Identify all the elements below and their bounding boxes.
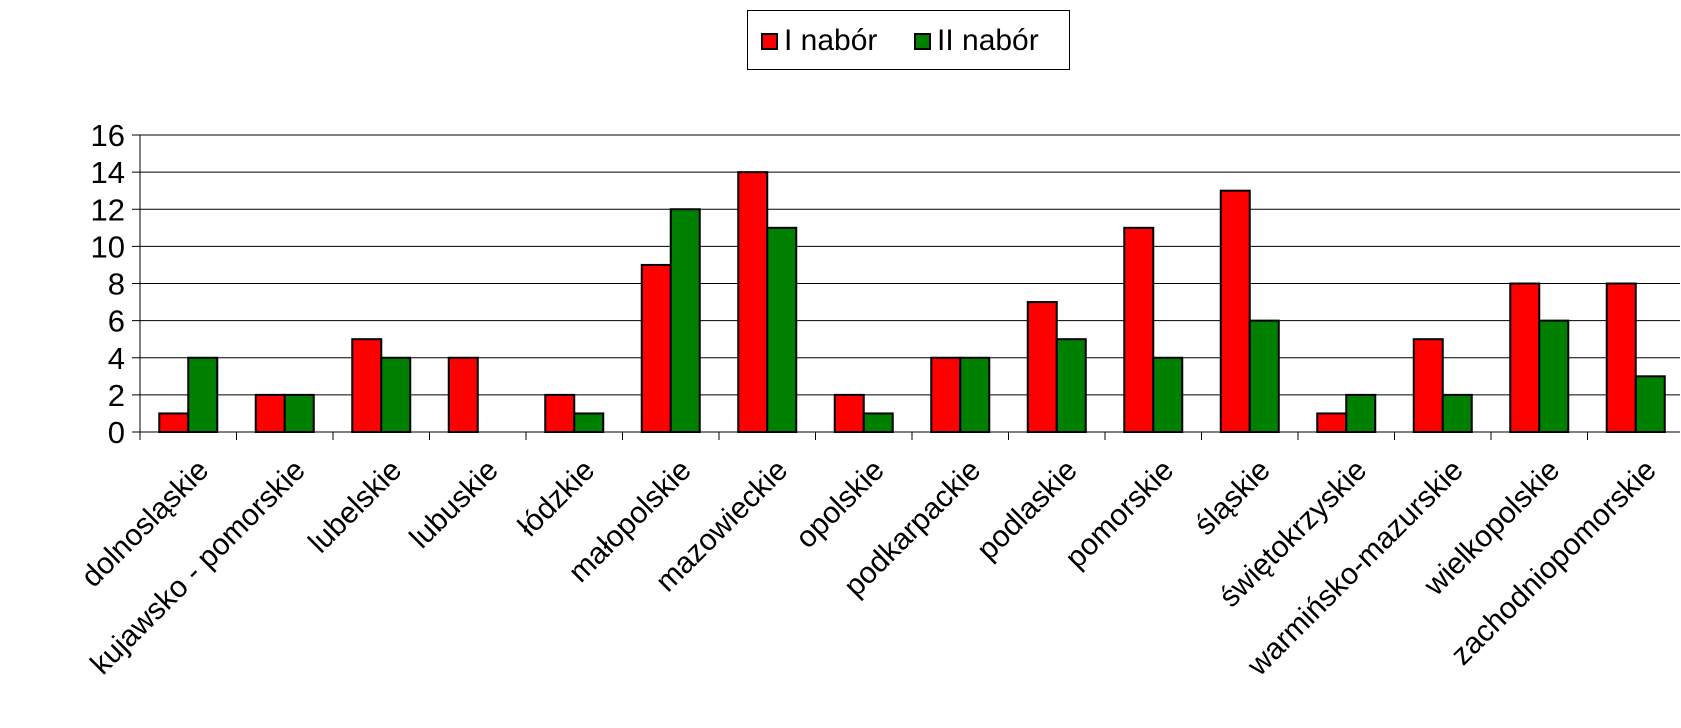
bar-series-1 (930, 356, 962, 433)
x-tick-label: śląskie (1189, 454, 1277, 542)
x-tick-label: opolskie (790, 454, 891, 555)
bar-series-1 (640, 263, 672, 433)
y-tick-label: 4 (108, 341, 125, 376)
bar-series-1 (447, 356, 479, 433)
x-tick-label: łódzkie (512, 454, 601, 543)
x-tick-label: lubuskie (404, 454, 505, 555)
bar-series-2 (1345, 393, 1377, 433)
legend-label-series-2: II nabór (937, 24, 1039, 57)
bar-series-2 (380, 356, 412, 433)
bar-series-1 (1219, 189, 1251, 433)
y-tick-label: 0 (108, 415, 125, 450)
bar-series-2 (1152, 356, 1184, 433)
y-tick-label: 12 (91, 192, 125, 227)
bar-series-2 (1248, 319, 1280, 433)
bar-series-2 (669, 208, 701, 433)
y-tick-label: 16 (91, 118, 125, 153)
bar-series-1 (158, 412, 190, 433)
bar-series-1 (1316, 412, 1348, 433)
bar-series-1 (1412, 338, 1444, 433)
bar-series-1 (1605, 282, 1637, 433)
legend-item-series-2: II nabór (914, 24, 1039, 57)
legend-label-series-1: I nabór (784, 24, 878, 57)
bar-series-2 (187, 356, 219, 433)
bar-series-1 (254, 393, 286, 433)
y-tick-label: 2 (108, 378, 125, 413)
bar-series-1 (351, 338, 383, 433)
bar-series-1 (544, 393, 576, 433)
axes (132, 134, 1680, 440)
bar-series-1 (1509, 282, 1541, 433)
y-tick-label: 6 (108, 304, 125, 339)
bar-series-2 (283, 393, 315, 433)
bar-series-2 (766, 226, 798, 433)
legend-swatch-series-2 (914, 32, 931, 50)
bar-series-2 (1634, 375, 1666, 433)
bar-series-2 (573, 412, 605, 433)
bars (158, 171, 1666, 433)
y-tick-label: 8 (108, 267, 125, 302)
bar-series-2 (1055, 338, 1087, 433)
legend: I nabór II nabór (747, 10, 1070, 70)
y-tick-label: 14 (91, 155, 125, 190)
bar-series-1 (833, 393, 865, 433)
legend-swatch-series-1 (761, 32, 778, 50)
bar-series-2 (959, 356, 991, 433)
bar-series-2 (1441, 393, 1473, 433)
y-tick-label: 10 (91, 229, 125, 264)
bar-series-1 (1026, 301, 1058, 433)
bar-series-2 (862, 412, 894, 433)
legend-item-series-1: I nabór (761, 24, 877, 57)
x-tick-label: lubelskie (302, 454, 408, 560)
bar-series-2 (1538, 319, 1570, 433)
bar-series-1 (1123, 226, 1155, 433)
bar-series-1 (737, 171, 769, 433)
